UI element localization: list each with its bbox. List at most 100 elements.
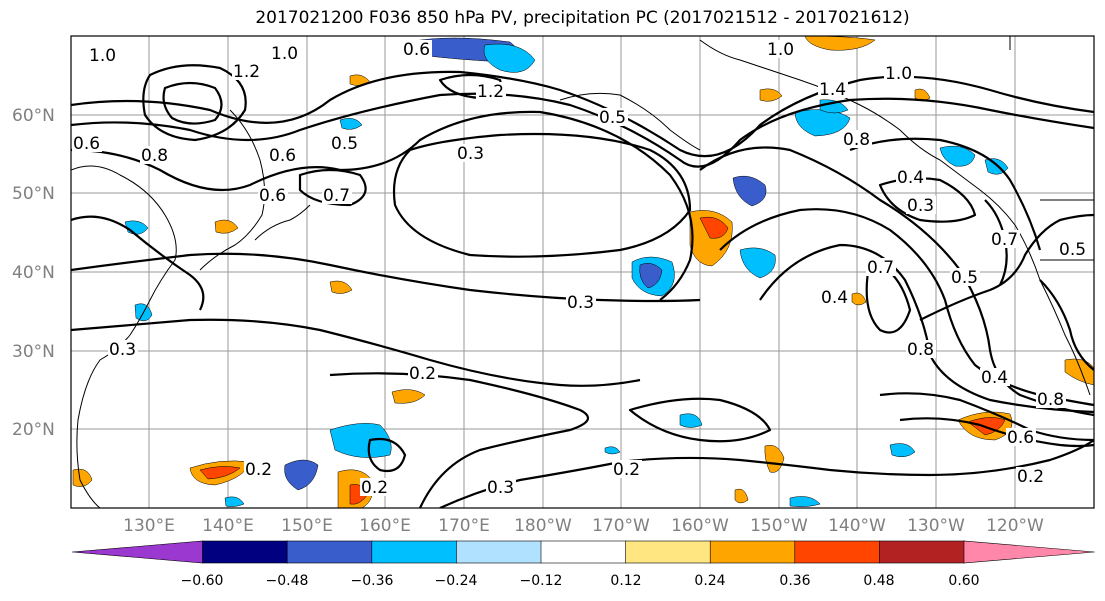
colorbar-tick-label: 0.48	[863, 573, 894, 589]
pv-contour	[865, 258, 912, 334]
contour-label: 0.7	[991, 230, 1018, 250]
colorbar-bin	[709, 540, 796, 564]
coastlines	[71, 36, 1094, 508]
lon-tick-label: 170°W	[592, 516, 650, 536]
lon-tick-label: 180°W	[514, 516, 572, 536]
pv-contour	[71, 70, 1094, 158]
contour-label: 0.3	[109, 340, 136, 360]
pv-contour	[142, 64, 247, 142]
pv-contour	[879, 392, 1094, 442]
lon-tick-label: 140°E	[202, 516, 254, 536]
kamchatka-japan-coastline	[199, 109, 266, 271]
precip-area	[639, 263, 663, 289]
contour-label: 0.7	[867, 258, 894, 278]
precip-area	[284, 459, 319, 491]
colorbar-bin	[371, 540, 458, 564]
lon-tick-label: 120°W	[986, 516, 1044, 536]
colorbar-bin	[286, 540, 373, 564]
lat-tick-label: 30°N	[12, 342, 55, 362]
colorbar-extend-max	[963, 540, 1095, 564]
precip-area	[764, 445, 785, 473]
contour-label: 0.5	[951, 268, 978, 288]
precip-area	[939, 145, 976, 167]
pv-contour-labels: 1.0 1.0 1.0 0.6 1.2 1.2 1.0 1.4 0.6 0.8 …	[72, 40, 1088, 498]
precip-area	[804, 36, 876, 51]
lat-tick-label: 40°N	[12, 263, 55, 283]
precip-area	[789, 496, 821, 507]
precip-area	[329, 280, 353, 294]
pv-contour	[628, 397, 772, 443]
lon-tick-label: 170°E	[438, 516, 490, 536]
colorbar-tick-label: 0.12	[610, 573, 641, 589]
contour-label: 0.7	[323, 186, 350, 206]
contour-label: 0.5	[1059, 240, 1086, 260]
precip-area	[1064, 358, 1094, 386]
colorbar-tick-label: −0.60	[181, 573, 224, 589]
colorbar-bin	[879, 540, 965, 564]
precip-area	[339, 118, 363, 130]
colorbar-bin	[540, 540, 627, 564]
lon-tick-label: 130°E	[123, 516, 175, 536]
contour-label: 0.2	[245, 460, 272, 480]
contour-label: 0.3	[907, 196, 934, 216]
contour-label: 0.2	[613, 460, 640, 480]
precip-area	[889, 443, 916, 458]
precip-area	[699, 216, 729, 239]
contour-label: 0.6	[73, 134, 100, 154]
contour-label: 0.2	[361, 478, 388, 498]
contour-label: 0.3	[567, 293, 594, 313]
lat-tick-label: 20°N	[12, 420, 55, 440]
pv-contour	[162, 81, 223, 125]
colorbar-bin	[794, 540, 881, 564]
contour-label: 0.6	[269, 146, 296, 166]
contour-label: 1.2	[233, 62, 260, 82]
north-america-coastline	[699, 39, 1091, 396]
pv-contour	[1039, 279, 1094, 371]
contour-label: 0.8	[141, 146, 168, 166]
colorbar-tick-label: 0.24	[694, 573, 725, 589]
colorbar-tick-label: 0.60	[948, 573, 979, 589]
colorbar	[71, 540, 1095, 564]
precip-area	[851, 292, 867, 306]
contour-label: 1.0	[89, 46, 116, 66]
colorbar-bin	[202, 540, 289, 564]
kuril-coastline	[254, 204, 311, 241]
contour-label: 0.3	[487, 478, 514, 498]
pv-contour	[71, 252, 701, 303]
contour-label: 1.2	[477, 82, 504, 102]
contour-label: 0.4	[981, 368, 1008, 388]
precip-area	[483, 43, 536, 73]
lon-tick-label: 130°W	[907, 516, 965, 536]
lon-tick-label: 160°E	[359, 516, 411, 536]
precip-area	[214, 219, 239, 234]
pv-contour	[71, 215, 205, 311]
precip-area	[224, 496, 245, 507]
map-frame	[70, 35, 1095, 509]
pv-contour	[71, 318, 641, 387]
contour-label: 0.8	[907, 340, 934, 360]
contour-label: 0.8	[843, 130, 870, 150]
precip-area	[604, 446, 621, 455]
precip-area	[759, 88, 783, 102]
contour-label: 0.3	[457, 144, 484, 164]
contour-label: 0.4	[897, 168, 924, 188]
contour-label: 0.2	[409, 364, 436, 384]
pv-contour	[439, 439, 1094, 508]
lon-tick-label: 150°W	[750, 516, 808, 536]
contour-label: 0.2	[1017, 467, 1044, 487]
pv-contour	[849, 137, 1042, 251]
contour-label: 0.5	[331, 134, 358, 154]
contour-label: 1.0	[767, 40, 794, 60]
graticule	[71, 36, 1094, 508]
contour-label: 0.6	[259, 186, 286, 206]
asia-coastline	[71, 165, 177, 508]
contour-label: 0.8	[1037, 390, 1064, 410]
map-title: 2017021200 F036 850 hPa PV, precipitatio…	[255, 8, 910, 28]
colorbar-tick-label: −0.24	[435, 573, 478, 589]
precip-area	[739, 247, 776, 279]
colorbar-tick-label: −0.12	[520, 573, 563, 589]
colorbar-ticks: −0.60 −0.48 −0.36 −0.24 −0.12 0.12 0.24 …	[181, 573, 980, 589]
pv-contour	[919, 213, 1094, 321]
contour-label: 1.0	[271, 44, 298, 64]
